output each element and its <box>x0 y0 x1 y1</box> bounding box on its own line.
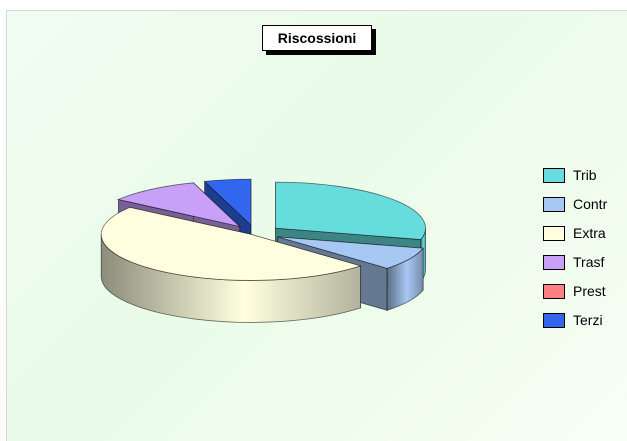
chart-title-text: Riscossioni <box>277 30 357 46</box>
legend-label-extra: Extra <box>573 225 606 241</box>
legend-label-trasf: Trasf <box>573 254 605 270</box>
legend-label-trib: Trib <box>573 167 597 183</box>
pie-slice-extra <box>100 206 362 323</box>
legend-swatch-trib <box>543 167 565 183</box>
legend-label-contr: Contr <box>573 196 608 212</box>
pie-slice-contr-top <box>277 236 424 269</box>
legend-item-trasf: Trasf <box>543 250 607 274</box>
legend-item-extra: Extra <box>543 221 607 245</box>
legend-label-prest: Prest <box>573 283 606 299</box>
pie-slice-extra-top <box>100 206 362 281</box>
legend-item-trib: Trib <box>543 163 607 187</box>
pie-slice-terzi-top <box>203 178 252 227</box>
pie-slice-trasf-top <box>117 182 242 228</box>
pie-slice-trib-top <box>275 181 426 240</box>
legend-swatch-trasf <box>543 254 565 270</box>
legend-swatch-prest <box>543 283 565 299</box>
legend-swatch-extra <box>543 225 565 241</box>
legend-swatch-contr <box>543 196 565 212</box>
legend-swatch-terzi <box>543 312 565 328</box>
legend-item-prest: Prest <box>543 279 607 303</box>
legend: Trib Contr Extra Trasf Prest Terzi <box>543 163 607 337</box>
legend-item-contr: Contr <box>543 192 607 216</box>
chart-title: Riscossioni <box>262 25 372 51</box>
legend-item-terzi: Terzi <box>543 308 607 332</box>
legend-label-terzi: Terzi <box>573 312 603 328</box>
